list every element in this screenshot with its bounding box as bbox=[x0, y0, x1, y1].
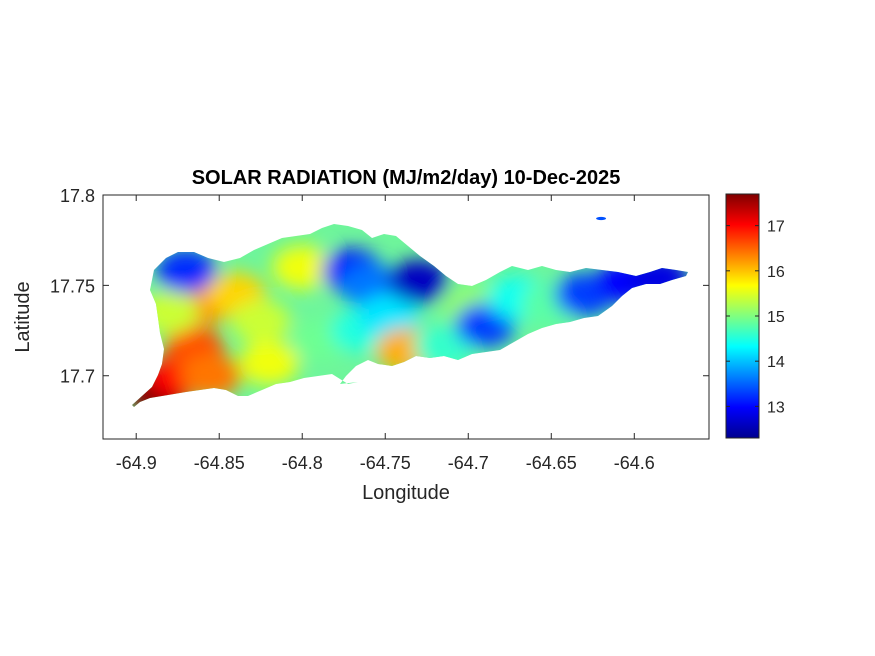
heat-region-8 bbox=[230, 299, 291, 344]
x-tick-label: -64.9 bbox=[116, 453, 157, 473]
y-axis: 17.7 17.75 17.8 bbox=[50, 186, 709, 387]
x-tick-label: -64.8 bbox=[282, 453, 323, 473]
x-tick-label: -64.65 bbox=[526, 453, 577, 473]
plot-title: SOLAR RADIATION (MJ/m2/day) 10-Dec-2025 bbox=[192, 167, 621, 189]
colorbar-tick-label: 15 bbox=[767, 309, 785, 326]
islet-layer bbox=[596, 216, 607, 221]
heat-region-10 bbox=[272, 245, 333, 290]
heat-region-6 bbox=[156, 248, 217, 293]
colorbar-gradient bbox=[725, 193, 760, 439]
x-axis: -64.9 -64.85 -64.8 -64.75 -64.7 -64.65 -64.6 bbox=[116, 195, 655, 473]
y-tick-label: 17.7 bbox=[60, 367, 95, 387]
colorbar-tick-label: 17 bbox=[767, 219, 785, 236]
heat-region-4 bbox=[180, 353, 241, 398]
colorbar: 13 14 15 16 17 bbox=[725, 193, 785, 439]
heat-region-16 bbox=[388, 259, 449, 304]
colorbar-tick-label: 14 bbox=[767, 354, 785, 371]
islet-region bbox=[596, 216, 607, 221]
heat-region-15 bbox=[358, 294, 419, 339]
y-axis-title: Latitude bbox=[12, 281, 34, 352]
x-tick-label: -64.75 bbox=[360, 453, 411, 473]
y-tick-label: 17.75 bbox=[50, 276, 95, 296]
x-tick-label: -64.7 bbox=[448, 453, 489, 473]
colorbar-ticks: 13 14 15 16 17 bbox=[726, 219, 785, 416]
colorbar-tick-label: 13 bbox=[767, 399, 785, 416]
heat-region-9 bbox=[239, 341, 300, 386]
colorbar-tick-label: 16 bbox=[767, 264, 785, 281]
x-tick-label: -64.6 bbox=[614, 453, 655, 473]
x-axis-title: Longitude bbox=[362, 482, 450, 504]
y-tick-label: 17.8 bbox=[60, 186, 95, 206]
x-tick-label: -64.85 bbox=[194, 453, 245, 473]
